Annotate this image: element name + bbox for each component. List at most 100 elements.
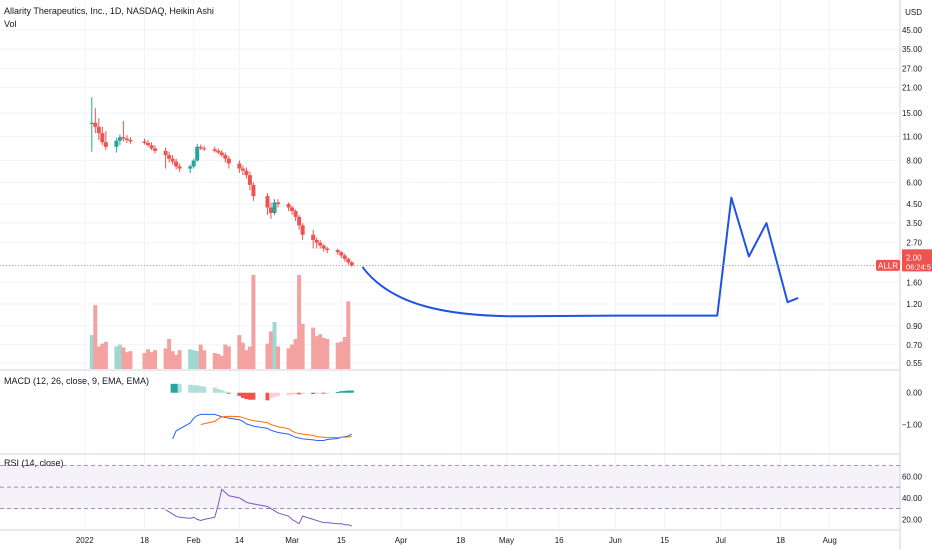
volume-bar bbox=[321, 337, 326, 369]
volume-bar bbox=[265, 343, 270, 369]
time-tick-label: 18 bbox=[776, 536, 785, 545]
candle bbox=[167, 151, 172, 163]
candle-body bbox=[153, 148, 158, 151]
price-tick-label: 6.00 bbox=[906, 178, 922, 187]
time-tick-label: Apr bbox=[395, 536, 408, 545]
macd-histogram-bar bbox=[318, 392, 323, 394]
macd-histogram-bar bbox=[240, 392, 245, 398]
price-tick-label: 3.50 bbox=[906, 219, 922, 228]
macd-tick-label: −1.00 bbox=[902, 421, 923, 430]
price-tick-label: 2.70 bbox=[906, 239, 922, 248]
volume-bar bbox=[96, 346, 101, 369]
price-tick-label: 27.00 bbox=[902, 65, 923, 74]
price-tick-label: 1.60 bbox=[906, 278, 922, 287]
volume-bar bbox=[146, 349, 151, 369]
candle bbox=[163, 147, 168, 169]
price-tick-label: 21.00 bbox=[902, 84, 923, 93]
price-tick-label: 4.50 bbox=[906, 200, 922, 209]
volume-bar bbox=[342, 337, 347, 369]
candle bbox=[297, 214, 302, 230]
macd-histogram-bar bbox=[170, 383, 175, 393]
candle-body bbox=[290, 207, 295, 212]
candle bbox=[146, 140, 151, 147]
candle bbox=[314, 237, 319, 249]
macd-histogram-bar bbox=[276, 392, 281, 396]
volume-bar bbox=[177, 350, 182, 369]
volume-bar bbox=[89, 335, 94, 369]
volume-bar bbox=[272, 322, 277, 369]
volume-bar bbox=[153, 350, 158, 369]
time-axis[interactable]: 2022 18 Feb 14 Mar 15 Apr 18 May 16 Jun 15 Jul 18 Aug bbox=[76, 536, 837, 545]
candle bbox=[318, 239, 323, 249]
macd-histogram-bar bbox=[177, 384, 182, 393]
price-tick-label: 0.55 bbox=[906, 359, 922, 368]
candle bbox=[142, 138, 147, 145]
candle-body bbox=[247, 175, 252, 185]
macd-histogram-bar bbox=[349, 390, 354, 393]
candle bbox=[286, 202, 291, 212]
candle-body bbox=[167, 155, 172, 159]
trend-drawing[interactable] bbox=[361, 196, 799, 318]
candle-body bbox=[142, 141, 147, 143]
macd-histogram-bar bbox=[219, 390, 224, 393]
macd-pane bbox=[170, 383, 354, 441]
time-tick-label: Jul bbox=[716, 536, 726, 545]
candle-body bbox=[314, 239, 319, 243]
candle-body bbox=[342, 255, 347, 259]
time-tick-label: 15 bbox=[660, 536, 669, 545]
candle-body bbox=[349, 262, 354, 266]
candle-body bbox=[297, 216, 302, 226]
volume-bar bbox=[124, 352, 129, 369]
candle-body bbox=[170, 158, 175, 162]
candle-body bbox=[128, 140, 133, 142]
projection-line[interactable] bbox=[361, 196, 799, 318]
volume-bar bbox=[174, 354, 179, 369]
candle-body bbox=[219, 152, 224, 156]
candle-body bbox=[335, 250, 340, 253]
candle bbox=[100, 126, 105, 146]
candle bbox=[240, 165, 245, 176]
macd-histogram-bar bbox=[314, 392, 319, 394]
candle-body bbox=[146, 142, 151, 146]
price-axis[interactable]: 45.00 35.00 27.00 21.00 15.00 11.00 8.00 6.00 4.… bbox=[902, 26, 932, 524]
macd-histogram-bar bbox=[342, 390, 347, 393]
candle bbox=[272, 199, 277, 215]
candle bbox=[219, 150, 224, 157]
macd-label: MACD (12, 26, close, 9, EMA, EMA) bbox=[4, 376, 150, 386]
macd-histogram-bar bbox=[321, 392, 326, 394]
candle-body bbox=[198, 146, 203, 149]
volume-bar bbox=[237, 335, 242, 369]
candle bbox=[153, 145, 158, 154]
rsi-band-lines bbox=[0, 465, 900, 510]
candle bbox=[265, 193, 270, 215]
price-tick-label: 0.90 bbox=[906, 322, 922, 331]
candle bbox=[321, 244, 326, 252]
candle-body bbox=[300, 225, 305, 235]
time-tick-label: Mar bbox=[285, 536, 299, 545]
candle-body bbox=[346, 258, 351, 263]
candle-body bbox=[163, 150, 168, 156]
price-tick-label: 0.70 bbox=[906, 341, 922, 350]
volume-bar bbox=[149, 352, 154, 369]
currency-label: USD bbox=[905, 8, 922, 17]
macd-histogram-bar bbox=[293, 392, 298, 395]
macd-histogram-bar bbox=[247, 392, 252, 400]
macd-histogram-bar bbox=[251, 392, 256, 400]
volume-bar bbox=[339, 341, 344, 369]
time-tick-label: 18 bbox=[456, 536, 465, 545]
macd-histogram-bar bbox=[339, 391, 344, 393]
macd-histogram-bar bbox=[335, 392, 340, 394]
candle-body bbox=[103, 142, 108, 147]
signal-line bbox=[200, 415, 352, 439]
macd-histogram-bar bbox=[297, 392, 302, 395]
candle bbox=[335, 248, 340, 255]
candle bbox=[251, 182, 256, 201]
macd-line bbox=[172, 413, 353, 441]
volume-bar bbox=[128, 351, 133, 369]
candle bbox=[170, 155, 175, 165]
macd-histogram-bar bbox=[212, 387, 217, 393]
candle bbox=[247, 171, 252, 191]
macd-histogram-bar bbox=[202, 386, 207, 393]
candle bbox=[188, 164, 193, 173]
candle-body bbox=[244, 170, 249, 176]
